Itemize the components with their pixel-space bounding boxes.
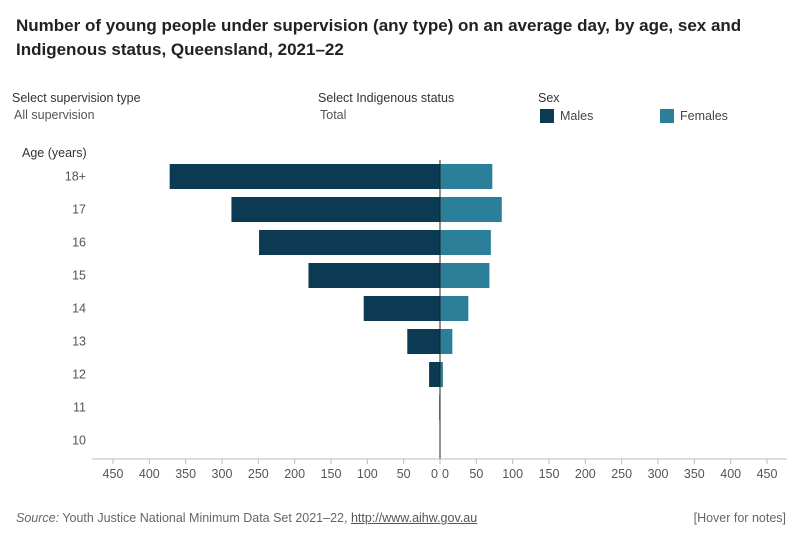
- legend-title: Sex: [538, 91, 560, 105]
- bar-females-18+[interactable]: [440, 164, 493, 189]
- y-tick-label: 15: [72, 269, 86, 283]
- legend-label-males: Males: [560, 109, 594, 123]
- source-text: Youth Justice National Minimum Data Set …: [59, 511, 351, 525]
- x-tick-label: 350: [175, 467, 196, 481]
- x-tick-label: 250: [611, 467, 632, 481]
- source-note: Source: Youth Justice National Minimum D…: [16, 511, 477, 525]
- source-label: Source:: [16, 511, 60, 525]
- bar-females-15[interactable]: [440, 263, 490, 288]
- bar-females-16[interactable]: [440, 230, 491, 255]
- y-tick-label: 13: [72, 335, 86, 349]
- y-tick-label: 10: [72, 434, 86, 448]
- bar-females-14[interactable]: [440, 296, 469, 321]
- x-tick-label: 300: [648, 467, 669, 481]
- bar-males-13[interactable]: [407, 329, 440, 354]
- x-tick-label: 250: [248, 467, 269, 481]
- legend-swatch-females: [660, 109, 674, 123]
- x-tick-label: 0: [442, 467, 449, 481]
- y-tick-label: 14: [72, 302, 86, 316]
- indigenous-status-select[interactable]: Total: [320, 108, 347, 122]
- y-tick-label: 17: [72, 203, 86, 217]
- y-tick-label: 18+: [65, 170, 86, 184]
- x-tick-label: 100: [357, 467, 378, 481]
- bar-males-18+[interactable]: [169, 164, 440, 189]
- y-axis-title: Age (years): [22, 146, 87, 160]
- x-tick-label: 400: [720, 467, 741, 481]
- legend-swatch-males: [540, 109, 554, 123]
- x-tick-label: 50: [469, 467, 483, 481]
- y-tick-label: 11: [73, 401, 86, 415]
- legend-item-males[interactable]: Males: [540, 109, 593, 123]
- bar-males-12[interactable]: [429, 362, 440, 387]
- supervision-type-select[interactable]: All supervision: [14, 108, 95, 122]
- x-tick-label: 150: [321, 467, 342, 481]
- x-tick-label: 200: [575, 467, 596, 481]
- supervision-type-label: Select supervision type: [12, 91, 141, 105]
- x-tick-label: 400: [139, 467, 160, 481]
- bar-females-12[interactable]: [440, 362, 443, 387]
- bar-males-16[interactable]: [259, 230, 440, 255]
- y-tick-label: 12: [72, 368, 86, 382]
- bar-males-17[interactable]: [231, 197, 440, 222]
- source-link[interactable]: http://www.aihw.gov.au: [350, 511, 478, 525]
- legend-item-females[interactable]: Females: [660, 109, 728, 123]
- x-tick-label: 150: [539, 467, 560, 481]
- x-tick-label: 0: [431, 467, 438, 481]
- legend-label-females: Females: [680, 109, 728, 123]
- bar-males-14[interactable]: [363, 296, 440, 321]
- x-tick-label: 450: [103, 467, 124, 481]
- bar-females-13[interactable]: [440, 329, 453, 354]
- y-tick-label: 16: [72, 236, 86, 250]
- hover-notes[interactable]: [Hover for notes]: [693, 511, 786, 525]
- x-tick-label: 350: [684, 467, 705, 481]
- bar-females-17[interactable]: [440, 197, 502, 222]
- x-tick-label: 300: [212, 467, 233, 481]
- chart-title: Number of young people under supervision…: [16, 16, 742, 59]
- x-tick-label: 100: [502, 467, 523, 481]
- x-tick-label: 200: [284, 467, 305, 481]
- indigenous-status-label: Select Indigenous status: [318, 91, 455, 105]
- x-tick-label: 450: [757, 467, 778, 481]
- x-tick-label: 50: [397, 467, 411, 481]
- bar-males-15[interactable]: [308, 263, 440, 288]
